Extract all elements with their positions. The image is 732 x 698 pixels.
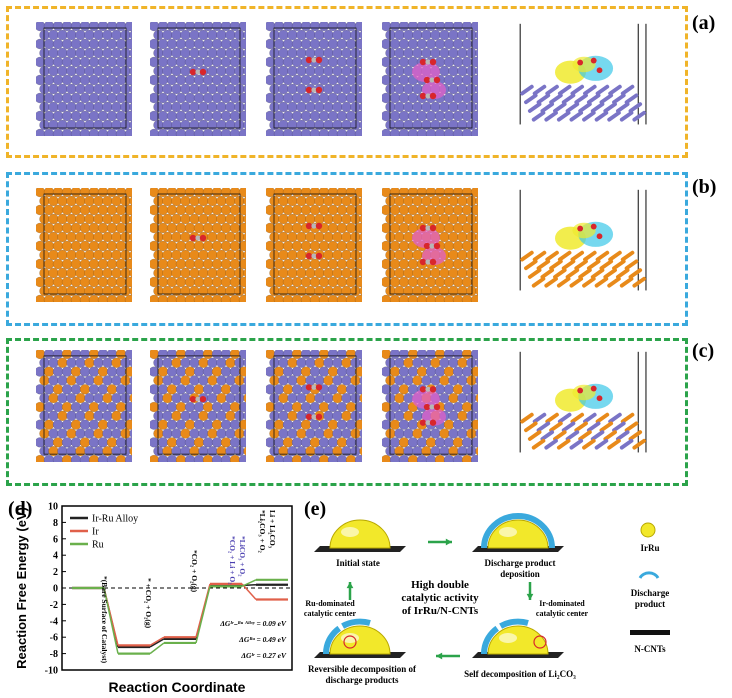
ir-center-marker [533,635,547,649]
surface-model-3-4 [382,350,478,462]
y-tick-label: 4 [53,551,58,562]
y-tick-label: -8 [50,649,58,660]
legend-discharge-icon [638,571,660,579]
surface-model-1-2 [150,22,246,136]
arrow-to-initial [346,582,354,600]
annotation-li2co3: *Li₂CO₃ + O₂ [258,510,267,553]
surface-model-2-1 [36,188,132,302]
annotation-lico3: *LiCO₃ + O₂ [238,536,247,577]
delta-g-2: ΔGᴵʳ = 0.27 eV [240,651,287,660]
series-0-connector-2 [149,638,165,648]
y-tick-label: 10 [48,502,58,513]
label-middle-1: High double [411,579,469,591]
annotation-co2-adsorbed: *CO₂ + O₂(g) [190,550,199,593]
surface-model-3-2 [150,350,246,462]
series-2-connector-4 [241,579,257,588]
surface-model-1-4 [382,22,478,136]
label-middle-2: catalytic activity [401,592,479,604]
label-reversible-1: Reversible decomposition of [308,664,417,674]
series-2-connector-2 [149,642,165,655]
surface-model-3-1 [36,350,132,462]
y-tick-label: 0 [53,584,58,595]
series-2-connector-3 [195,586,211,644]
legend-cnt-icon [630,630,670,635]
annotation-li-li2co3: Li + Li₂CO₃ [268,510,277,549]
surface-model-2-3 [266,188,362,302]
panel-c-label: (c) [692,340,715,362]
y-tick-label: 2 [53,567,58,578]
label-reversible-2: discharge products [325,675,399,685]
panel-d-label: (d) [8,498,33,520]
side-view-charge-density-3 [510,346,660,466]
annotation-bare-surface: *(Bare Surface of Catalyst) [100,576,109,664]
series-1-connector-4 [241,583,257,600]
panel-b-frame [6,172,688,326]
catalyst-self-decomposition [472,618,564,658]
arrow-to-self [526,582,534,600]
catalyst-initial [314,519,406,552]
label-initial-state: Initial state [336,558,380,568]
side-view-charge-density-2 [510,184,660,304]
label-ru-center-1: Ru-dominated [305,599,355,608]
panel-e-label: (e) [304,498,327,520]
y-tick-label: -2 [50,600,58,611]
catalyst-reversible [314,618,406,658]
panel-a-frame [6,6,688,158]
annotation-co2-o2: * + CO₂ + O₂(g) [144,578,153,629]
ru-center-marker [343,635,357,649]
label-self-decomposition: Self decomposition of Li₂CO₃ [464,669,576,679]
y-tick-label: 8 [53,518,58,529]
series-1-connector-2 [149,636,165,647]
y-tick-label: -6 [50,633,58,644]
label-ir-center-1: Ir-dominated [539,599,585,608]
label-ir-center-2: catalytic center [536,609,589,618]
arrow-to-reversible [436,652,460,660]
side-view-charge-density-1 [510,18,660,138]
y-tick-label: 6 [53,534,58,545]
y-axis-label: Reaction Free Energy (eV) [14,507,29,669]
arrow-to-discharge [428,538,452,546]
label-ru-center-2: catalytic center [304,609,357,618]
panel-b-label: (b) [692,176,717,198]
legend-irru: IrRu [640,543,659,553]
label-deposition: deposition [500,569,540,579]
legend-label-2: Ru [92,540,104,551]
legend-label-1: Ir [92,527,99,538]
legend-product: product [635,599,665,609]
surface-model-3-3 [266,350,362,462]
panel-a-label: (a) [692,12,716,34]
y-tick-label: -4 [50,616,58,627]
y-tick-label: -10 [45,666,58,677]
panel-c-frame [6,338,688,486]
catalyst-discharged [472,513,564,552]
legend-label-0: Ir-Ru Alloy [92,514,138,525]
surface-model-1-1 [36,22,132,136]
free-energy-chart: -10 -8 -6 -4 -2 0 2 4 6 8 10 Reaction Coordinate Rea… [6,496,300,696]
surface-model-1-3 [266,22,362,136]
mechanism-schematic: Initial state Discharge product deposition… [300,496,732,696]
legend-ncnts: N-CNTs [634,644,666,654]
series-2-connector-1 [103,587,119,654]
delta-g-0: ΔGᴵʳ₋ᴿᵘ ᴬˡˡᵒʸ = 0.09 eV [219,619,287,628]
label-discharge-product: Discharge product [484,558,555,568]
legend-irru-icon [640,522,656,538]
annotation-co2-li: *CO₂ + Li + O₂ [228,536,237,585]
surface-model-2-4 [382,188,478,302]
x-axis-label: Reaction Coordinate [109,679,246,695]
surface-model-2-2 [150,188,246,302]
label-middle-3: of IrRu/N-CNTs [402,605,479,617]
legend-discharge: Discharge [631,588,670,598]
delta-g-1: ΔGᴿᵘ = 0.49 eV [238,635,287,644]
